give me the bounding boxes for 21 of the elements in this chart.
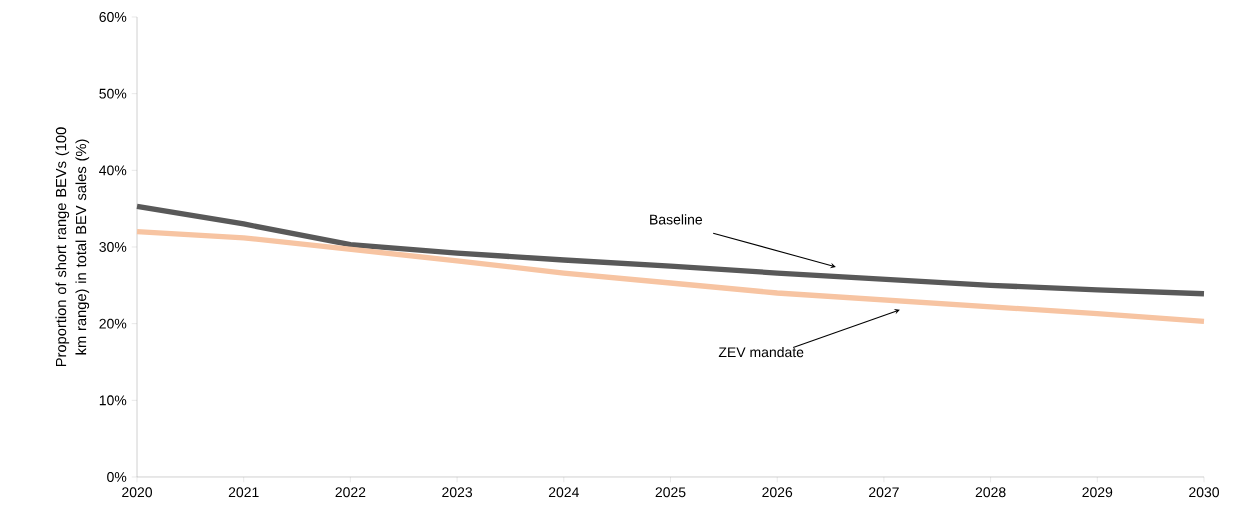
- x-tick-label: 2024: [548, 487, 579, 498]
- annotation: ZEV mandate: [718, 346, 804, 358]
- x-tick-label: 2025: [655, 487, 686, 498]
- y-tick-label: 0%: [107, 472, 127, 482]
- y-axis-title: Proportion of short range BEVs (100 km range) in total BEV sales (%): [55, 127, 90, 367]
- y-tick-label: 10%: [99, 395, 127, 406]
- x-tick-label: 2022: [335, 487, 366, 498]
- x-tick-label: 2020: [122, 487, 153, 498]
- x-tick-label: 2023: [442, 487, 473, 498]
- x-tick-label: 2028: [975, 487, 1006, 498]
- y-tick-label: 60%: [99, 12, 127, 22]
- x-tick-label: 2030: [1189, 487, 1220, 498]
- y-tick-label: 40%: [99, 165, 127, 176]
- y-tick-label: 20%: [99, 318, 127, 329]
- x-tick-label: 2026: [762, 487, 793, 498]
- x-tick-label: 2029: [1082, 487, 1113, 498]
- x-tick-label: 2021: [228, 487, 259, 498]
- y-tick-label: 30%: [99, 242, 127, 252]
- x-tick-label: 2027: [869, 487, 899, 498]
- annotation: Baseline: [650, 214, 703, 225]
- y-tick-label: 50%: [99, 88, 127, 99]
